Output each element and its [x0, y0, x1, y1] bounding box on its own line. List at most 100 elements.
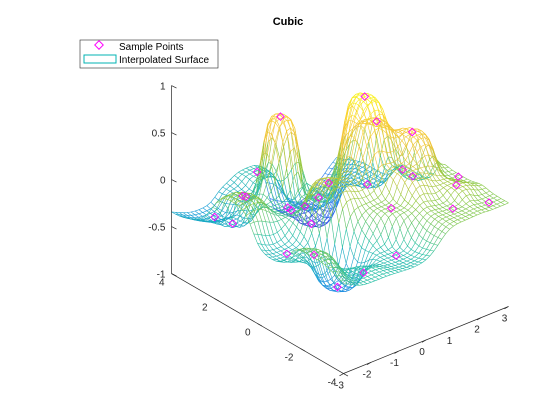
mesh-line [481, 208, 486, 211]
mesh-line [384, 244, 389, 250]
mesh-line [411, 200, 417, 207]
mesh-line [470, 194, 475, 196]
mesh-line [272, 248, 278, 250]
mesh-line [347, 164, 352, 169]
sample-point [454, 172, 463, 182]
mesh-line [314, 273, 319, 282]
mesh-line [424, 165, 429, 167]
mesh-line [380, 167, 385, 182]
mesh-line [377, 203, 382, 207]
mesh-line [402, 269, 407, 272]
mesh-line [327, 202, 332, 212]
mesh-line [261, 220, 266, 222]
mesh-line [353, 231, 358, 242]
mesh-line [418, 261, 423, 263]
mesh-line [271, 120, 276, 123]
mesh-line [233, 185, 239, 190]
mesh-line [380, 139, 385, 156]
mesh-line [384, 177, 389, 182]
mesh-line [477, 210, 482, 214]
mesh-line [393, 150, 399, 160]
mesh-line [424, 144, 429, 155]
mesh-line [257, 243, 262, 245]
mesh-line [427, 185, 432, 195]
mesh-line [496, 200, 501, 203]
mesh-line [432, 174, 437, 176]
mesh-line [250, 195, 255, 199]
mesh-line [403, 229, 408, 240]
mesh-line [389, 161, 395, 164]
mesh-line [329, 282, 334, 287]
mesh-line [374, 279, 380, 282]
mesh-line [315, 207, 321, 213]
mesh-line [394, 270, 399, 273]
mesh-line [449, 218, 454, 222]
mesh-line [326, 217, 332, 239]
mesh-line [367, 272, 372, 276]
mesh-line [376, 181, 381, 188]
mesh-line [270, 191, 275, 201]
mesh-line [406, 259, 412, 262]
mesh-line [469, 216, 474, 219]
mesh-line [445, 220, 450, 224]
mesh-line [315, 225, 320, 228]
mesh-line [348, 269, 353, 272]
mesh-line [374, 110, 379, 129]
mesh-line [282, 168, 287, 188]
mesh-line [342, 186, 347, 192]
mesh-line [418, 247, 423, 254]
mesh-line [344, 269, 349, 271]
mesh-line [202, 210, 207, 213]
mesh-line [371, 122, 376, 127]
mesh-line [284, 247, 289, 250]
mesh-line [286, 189, 291, 200]
mesh-line [263, 123, 269, 142]
mesh-line [391, 266, 396, 269]
mesh-line [245, 171, 250, 175]
mesh-line [330, 202, 336, 218]
mesh-line [378, 273, 384, 276]
mesh-line [469, 214, 474, 217]
mesh-line [438, 221, 443, 225]
mesh-line [399, 255, 404, 258]
mesh-line [482, 184, 487, 189]
mesh-line [258, 203, 264, 211]
mesh-line [412, 170, 417, 174]
mesh-line [352, 269, 357, 272]
mesh-line [426, 220, 431, 225]
mesh-line [446, 200, 451, 205]
mesh-line [233, 182, 239, 187]
mesh-line [405, 159, 410, 165]
mesh-line [358, 183, 363, 191]
mesh-line [322, 284, 327, 288]
mesh-line [297, 202, 302, 205]
mesh-line [400, 212, 405, 215]
mesh-line [374, 130, 379, 152]
mesh-line [352, 266, 357, 269]
mesh-line [367, 122, 372, 125]
mesh-line [348, 121, 353, 132]
mesh-line [394, 265, 400, 268]
mesh-line [361, 229, 366, 237]
mesh-line [319, 210, 325, 216]
sample-point [324, 178, 334, 188]
mesh-line [357, 273, 362, 276]
mesh-line [258, 202, 264, 207]
mesh-line [272, 255, 277, 258]
mesh-line [423, 193, 428, 202]
mesh-line [362, 186, 367, 191]
mesh-line [448, 167, 453, 171]
mesh-line [444, 172, 449, 176]
mesh-line [317, 255, 322, 259]
mesh-line [366, 136, 371, 147]
mesh-line [238, 200, 243, 204]
mesh-line [373, 205, 378, 209]
mesh-line [332, 262, 337, 265]
mesh-line [249, 173, 254, 177]
mesh-line [406, 255, 412, 258]
mesh-line [469, 210, 474, 214]
mesh-line [276, 242, 282, 247]
mesh-line [461, 206, 467, 210]
mesh-line [301, 196, 306, 200]
mesh-line [407, 245, 412, 250]
